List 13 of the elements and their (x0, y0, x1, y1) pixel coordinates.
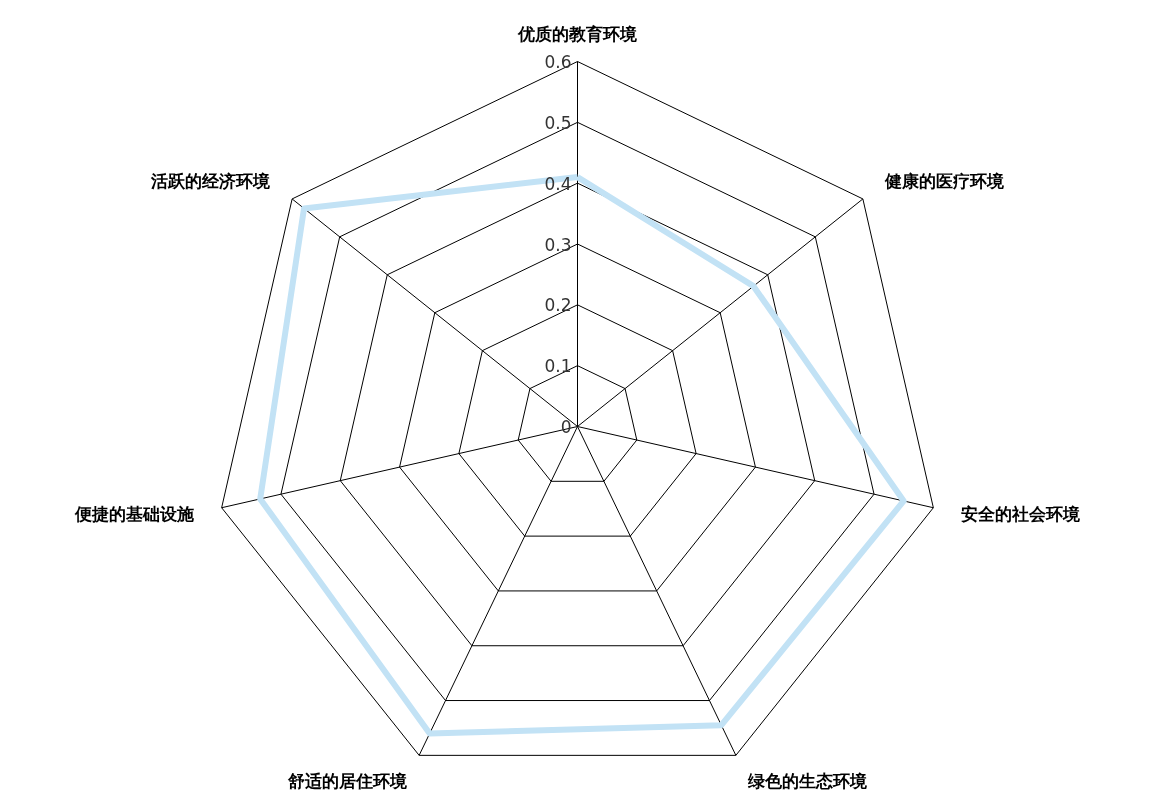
spoke-label: 便捷的基础设施 (74, 503, 196, 524)
spoke-label: 安全的社会环境 (960, 503, 1080, 524)
spoke-label: 绿色的生态环境 (747, 770, 868, 791)
y-tick-label: 0.3 (544, 234, 572, 255)
spoke-label: 健康的医疗环境 (883, 171, 1004, 192)
spoke-label: 优质的教育环境 (517, 23, 637, 44)
y-tick-label: 0.4 (544, 173, 572, 194)
y-tick-label: 0.1 (544, 356, 572, 377)
y-tick-label: 0.5 (544, 112, 572, 133)
spoke-label: 舒适的居住环境 (286, 770, 407, 791)
y-tick-label: 0.6 (544, 52, 572, 72)
y-tick-label: 0.2 (544, 295, 572, 316)
spoke-label: 活跃的经济环境 (150, 171, 271, 192)
